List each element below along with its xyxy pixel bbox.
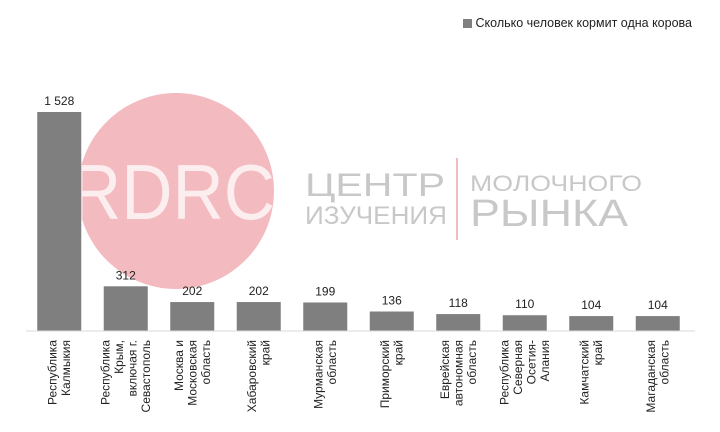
category-label-line: автономная (451, 340, 465, 406)
bar (436, 314, 481, 331)
legend-label: Сколько человек кормит одна корова (475, 16, 693, 30)
bar-value-label: 110 (515, 297, 534, 311)
bar (635, 316, 680, 331)
legend-swatch (462, 18, 472, 28)
bar (236, 302, 281, 331)
bar-value-label: 312 (116, 268, 136, 282)
category-label: РеспубликаКрым,включая г.Севастополь (99, 340, 154, 413)
category-label-line: край (392, 340, 406, 365)
watermark-title-line2: ИЗУЧЕНИЯ (305, 202, 447, 230)
bar (502, 315, 547, 331)
category-label-line: Москва и (172, 340, 186, 391)
category-label-line: область (465, 340, 479, 384)
bar (369, 311, 414, 331)
category-label: Хабаровскийкрай (245, 340, 273, 412)
category-label: РеспубликаСевернаяОсетия-Алания (498, 340, 553, 405)
category-label-line: Республика (46, 340, 60, 405)
category-label: РеспубликаКалмыкия (46, 340, 74, 405)
category-label-line: Осетия- (525, 340, 539, 384)
category-label-line: Республика (99, 340, 113, 405)
bar-value-label: 199 (315, 284, 335, 298)
category-label-line: Приморский (378, 340, 392, 408)
category-label-line: Севастополь (139, 340, 153, 412)
category-label-line: область (199, 340, 213, 384)
category-label-line: область (325, 340, 339, 384)
value-labels-group: 1 528 312 202 202 199 136 118 110 104 104 (44, 94, 668, 312)
bar (170, 302, 215, 331)
watermark-title-line4: РЫНКА (470, 193, 629, 235)
category-label-line: Магаданская (644, 340, 658, 413)
watermark-title-line1: ЦЕНТР (305, 167, 445, 203)
category-label: Еврейскаяавтономнаяобласть (438, 340, 479, 406)
bars-group (37, 112, 680, 331)
bar-value-label: 202 (182, 284, 202, 298)
watermark-logo-text: RDRC (70, 148, 275, 236)
category-label-line: Московская (185, 340, 199, 406)
category-label-line: край (591, 340, 605, 365)
bar-value-label: 118 (449, 296, 468, 310)
category-label-line: край (259, 340, 273, 365)
bar-value-label: 1 528 (44, 94, 74, 108)
category-labels-group: РеспубликаКалмыкия РеспубликаКрым,включая… (46, 340, 672, 413)
watermark-logo: RDRC ЦЕНТР ИЗУЧЕНИЯ МОЛОЧНОГО РЫНКА (70, 93, 642, 289)
bar-value-label: 104 (581, 298, 601, 312)
bar-value-label: 136 (382, 294, 402, 308)
category-label-line: Республика (498, 340, 512, 405)
chart-legend: Сколько человек кормит одна корова (462, 16, 693, 30)
watermark-title-line3: МОЛОЧНОГО (470, 171, 642, 196)
bar (303, 302, 348, 331)
bar-value-label: 202 (249, 284, 269, 298)
bar (569, 316, 614, 331)
bar (103, 286, 148, 331)
category-label-line: Северная (511, 340, 525, 395)
category-label-line: Алания (538, 340, 552, 382)
watermark-circle (78, 93, 274, 289)
category-label: Приморскийкрай (378, 340, 406, 408)
category-label: Мурманскаяобласть (312, 340, 340, 409)
category-label-line: Мурманская (312, 340, 326, 409)
category-label-line: включая г. (126, 340, 140, 397)
bar-value-label: 104 (648, 298, 668, 312)
bar (37, 112, 82, 331)
category-label: Магаданскаяобласть (644, 340, 672, 413)
category-label: Камчатскийкрай (578, 340, 606, 405)
category-label-line: Камчатский (578, 340, 592, 405)
category-label: Москва иМосковскаяобласть (172, 340, 213, 406)
category-label-line: Крым, (112, 340, 126, 374)
category-label-line: Хабаровский (245, 340, 259, 412)
category-label-line: Еврейская (438, 340, 452, 399)
category-label-line: Калмыкия (59, 340, 73, 396)
category-label-line: область (658, 340, 672, 384)
